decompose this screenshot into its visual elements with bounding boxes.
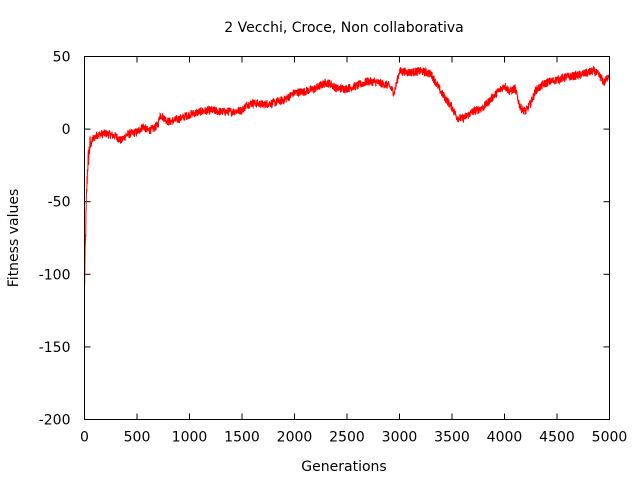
series-line <box>84 65 610 286</box>
y-axis-label: Fitness values <box>6 189 22 287</box>
x-tick-label: 5000 <box>592 430 628 446</box>
y-tick-label: 0 <box>62 122 71 138</box>
tick-labels: 0 500 1000 1500 2000 2500 3000 3500 4000 4500 5000… <box>39 50 628 446</box>
x-tick-label: 4500 <box>539 430 575 446</box>
x-tick-label: 500 <box>124 430 151 446</box>
x-tick-label: 1000 <box>172 430 208 446</box>
x-axis-label: Generations <box>301 459 386 475</box>
chart-title: 2 Vecchi, Croce, Non collaborativa <box>224 20 464 36</box>
axis-ticks <box>84 56 610 420</box>
plot-frame <box>84 56 610 420</box>
y-tick-label: -150 <box>39 340 71 356</box>
y-tick-label: -50 <box>48 195 71 211</box>
x-tick-label: 3500 <box>434 430 470 446</box>
x-tick-label: 0 <box>80 430 89 446</box>
x-tick-label: 4000 <box>487 430 523 446</box>
x-tick-label: 2500 <box>329 430 365 446</box>
x-tick-label: 2000 <box>277 430 313 446</box>
x-tick-label: 3000 <box>382 430 418 446</box>
series-layer <box>84 65 610 286</box>
y-tick-label: -200 <box>39 413 71 429</box>
y-tick-label: -100 <box>39 267 71 283</box>
y-tick-label: 50 <box>53 50 71 66</box>
x-tick-label: 1500 <box>224 430 260 446</box>
